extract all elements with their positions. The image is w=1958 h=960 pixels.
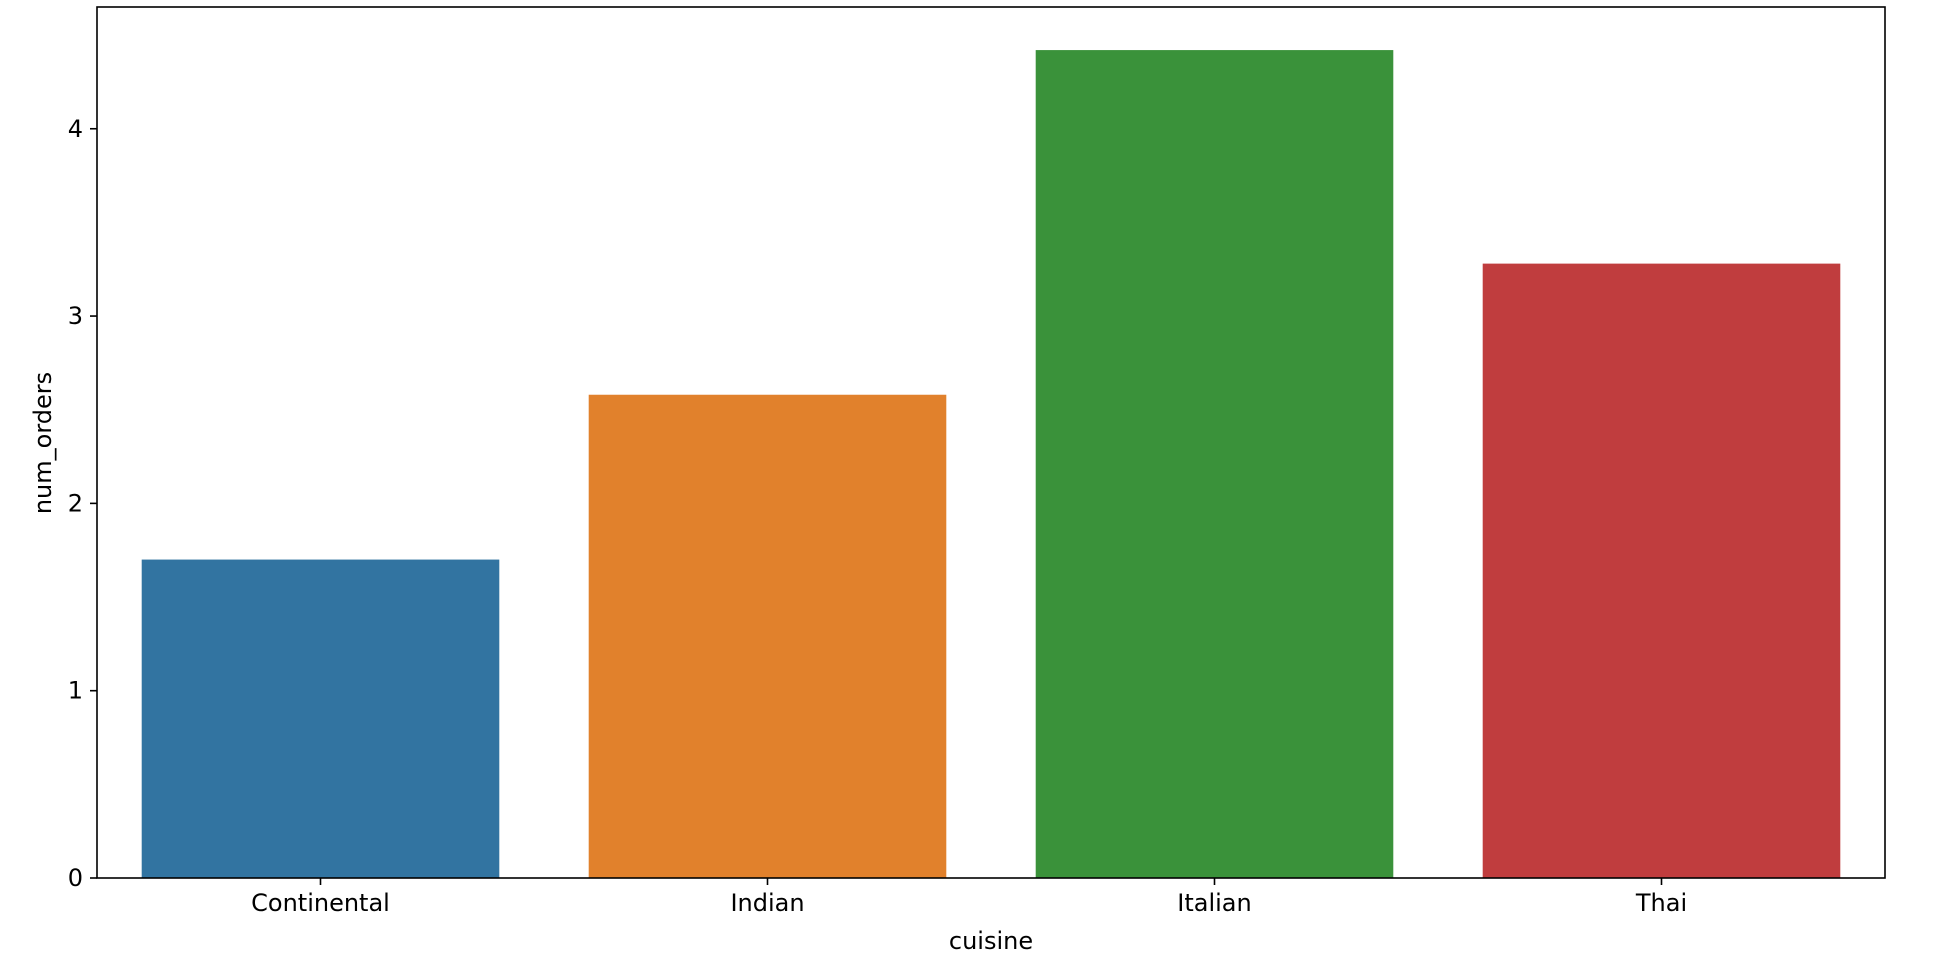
bar-continental (141, 559, 500, 878)
y-tick-label: 3 (68, 302, 83, 330)
x-tick-label: Italian (1177, 889, 1251, 917)
x-axis-label: cuisine (949, 927, 1033, 955)
bar-italian (1035, 50, 1394, 878)
x-tick-label: Indian (730, 889, 804, 917)
bar-thai (1482, 263, 1841, 878)
y-tick-label: 4 (68, 115, 83, 143)
y-axis: 0 1 2 3 4 (68, 115, 97, 892)
plot-frame (96, 6, 1886, 879)
y-tick-label: 1 (68, 677, 83, 705)
bars-layer (141, 50, 1841, 878)
y-axis-label: num_orders (29, 372, 57, 514)
x-axis: Continental Indian Italian Thai (251, 878, 1687, 917)
y-tick-label: 0 (68, 864, 83, 892)
x-tick-label: Continental (251, 889, 390, 917)
bar-indian (588, 394, 947, 878)
x-tick-label: Thai (1635, 889, 1687, 917)
y-tick-label: 2 (68, 489, 83, 517)
